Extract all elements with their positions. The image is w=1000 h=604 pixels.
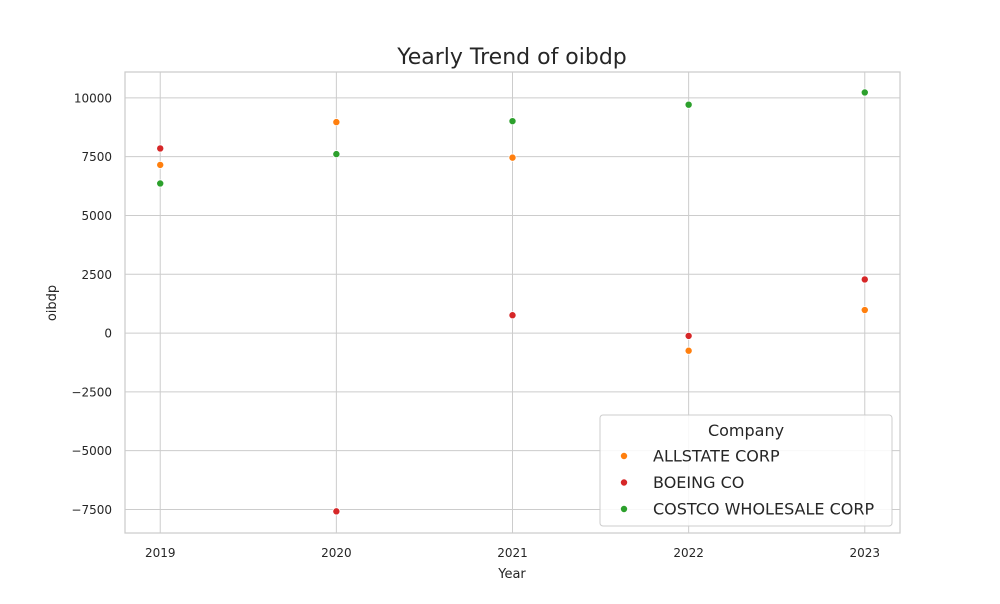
data-point	[332, 118, 341, 127]
legend-box	[599, 414, 893, 527]
data-point	[508, 117, 517, 126]
data-point	[156, 144, 165, 153]
y-tick-labels: −7500 −5000 −2500 0 2500 5000 7500 10000	[71, 91, 112, 517]
y-tick-label: −5000	[71, 444, 112, 458]
legend-marker	[620, 451, 629, 460]
data-point	[860, 275, 869, 284]
legend: Company ALLSTATE CORP BOEING CO COSTCO WHO…	[599, 414, 893, 527]
data-point	[332, 507, 341, 516]
data-point	[684, 331, 693, 340]
y-tick-label: 5000	[81, 209, 112, 223]
x-tick-labels: 2019 2020 2021 2022 2023	[145, 546, 880, 560]
data-points	[156, 88, 869, 516]
y-tick-label: 10000	[74, 91, 112, 105]
x-tick-label: 2023	[849, 546, 880, 560]
data-point	[156, 160, 165, 169]
data-point	[684, 346, 693, 355]
y-tick-label: −7500	[71, 503, 112, 517]
legend-title: Company	[708, 421, 784, 440]
x-tick-label: 2022	[673, 546, 704, 560]
data-point	[860, 88, 869, 97]
legend-marker	[620, 478, 629, 487]
data-point	[156, 179, 165, 188]
y-tick-label: −2500	[71, 385, 112, 399]
x-axis-label: Year	[497, 567, 526, 582]
legend-label: COSTCO WHOLESALE CORP	[653, 500, 874, 519]
y-axis-label: oibdp	[45, 285, 60, 321]
x-tick-label: 2019	[145, 546, 176, 560]
y-tick-label: 2500	[81, 268, 112, 282]
y-tick-label: 7500	[81, 150, 112, 164]
legend-marker	[620, 504, 629, 513]
y-tick-label: 0	[104, 327, 112, 341]
data-point	[332, 150, 341, 159]
legend-label: ALLSTATE CORP	[653, 447, 780, 466]
x-tick-label: 2021	[497, 546, 528, 560]
plot-frame	[124, 71, 901, 534]
data-point	[508, 311, 517, 320]
chart-title: Yearly Trend of oibdp	[396, 45, 627, 70]
data-point	[508, 153, 517, 162]
data-point	[860, 306, 869, 315]
legend-label: BOEING CO	[653, 473, 744, 492]
grid	[125, 72, 900, 533]
data-point	[684, 100, 693, 109]
legend-items: ALLSTATE CORP BOEING CO COSTCO WHOLESALE C…	[620, 447, 874, 519]
x-tick-label: 2020	[321, 546, 352, 560]
